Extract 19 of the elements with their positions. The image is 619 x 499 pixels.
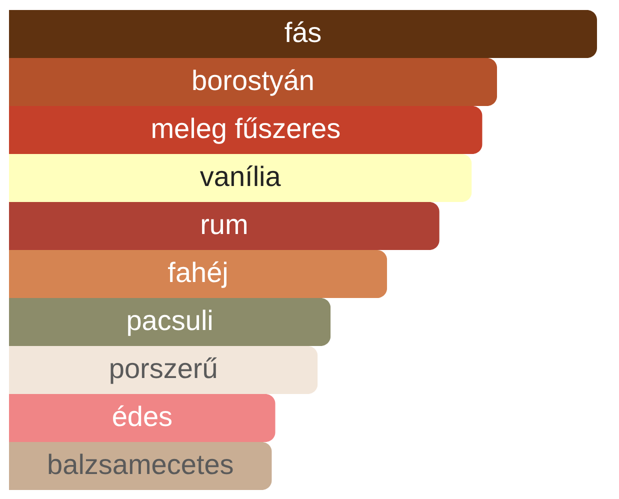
y-tick-label: balzsamecetes [47,449,234,480]
bar [9,298,331,346]
bar [9,58,498,106]
y-tick-label: vanília [200,161,282,192]
y-tick-label: pacsuli [126,305,214,336]
y-tick-label: édes [112,401,173,432]
y-tick-label: porszerű [108,353,218,384]
bar [9,154,472,202]
bar [9,346,318,394]
y-tick-label: meleg fűszeres [150,113,341,144]
y-tick-label: fás [284,17,322,48]
y-tick-label: fahéj [168,257,228,288]
bar [9,106,482,154]
y-tick-label: rum [200,209,248,240]
bar [9,10,597,58]
bar [9,250,388,298]
y-tick-label: borostyán [192,65,315,96]
bar [9,202,440,250]
bar [9,394,276,442]
